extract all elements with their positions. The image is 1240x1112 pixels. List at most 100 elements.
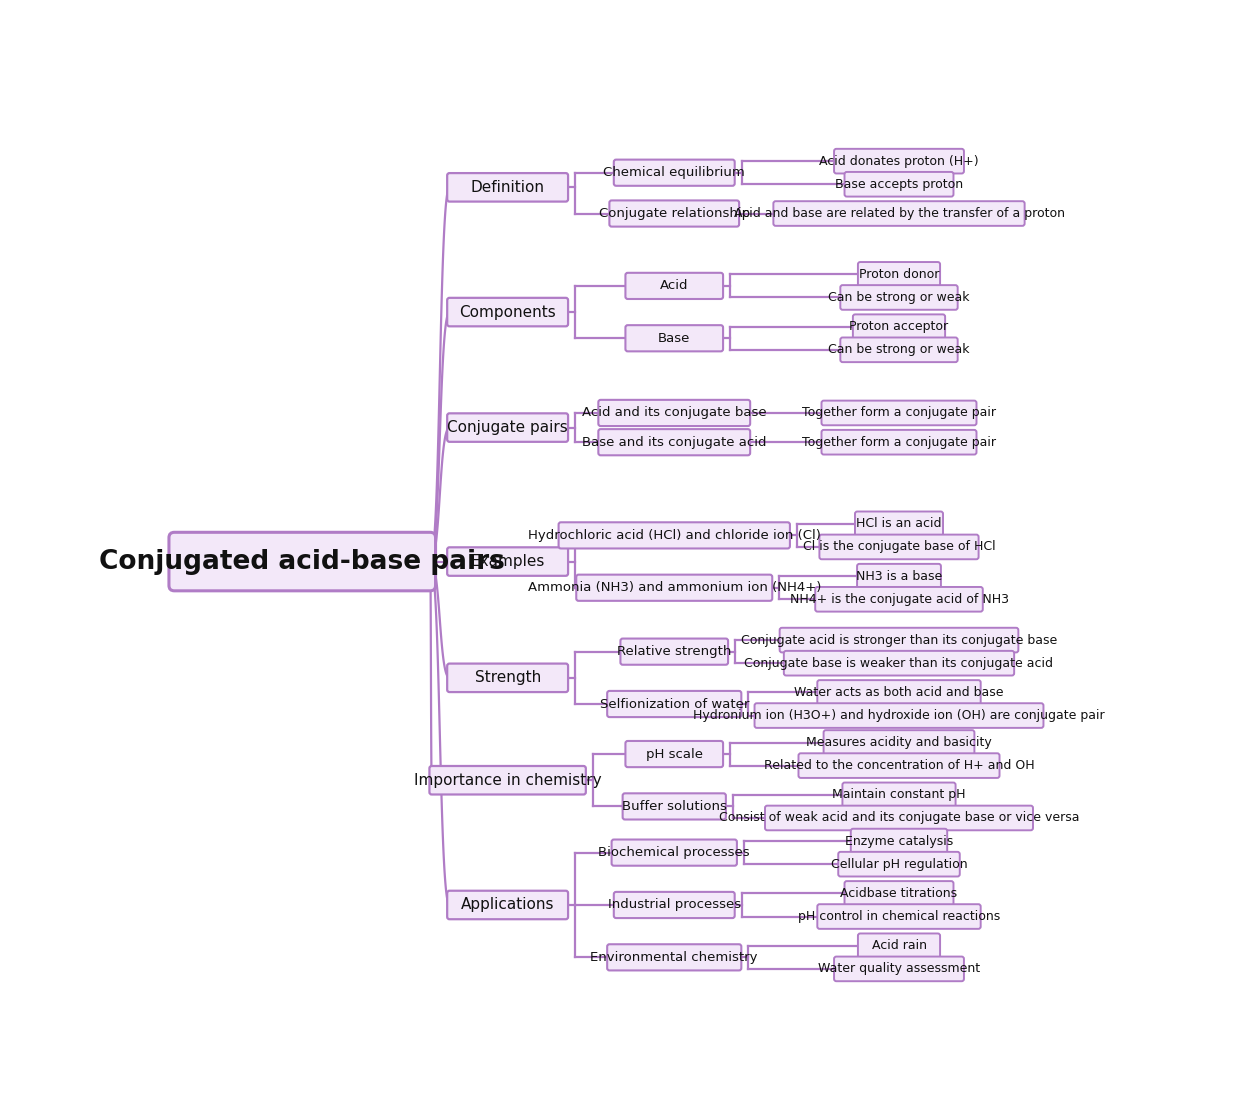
- Text: Strength: Strength: [475, 671, 541, 685]
- Text: Components: Components: [459, 305, 556, 319]
- Text: Proton acceptor: Proton acceptor: [849, 320, 949, 334]
- FancyBboxPatch shape: [851, 828, 947, 853]
- Text: Related to the concentration of H+ and OH: Related to the concentration of H+ and O…: [764, 759, 1034, 772]
- FancyBboxPatch shape: [625, 741, 723, 767]
- FancyBboxPatch shape: [608, 944, 742, 971]
- Text: Definition: Definition: [471, 180, 544, 195]
- FancyBboxPatch shape: [765, 806, 1033, 831]
- FancyBboxPatch shape: [835, 149, 963, 173]
- FancyBboxPatch shape: [841, 285, 957, 310]
- FancyBboxPatch shape: [448, 414, 568, 441]
- FancyBboxPatch shape: [448, 547, 568, 576]
- FancyBboxPatch shape: [841, 337, 957, 363]
- FancyBboxPatch shape: [599, 429, 750, 455]
- Text: Base and its conjugate acid: Base and its conjugate acid: [582, 436, 766, 449]
- Text: Conjugate relationship: Conjugate relationship: [599, 207, 750, 220]
- FancyBboxPatch shape: [169, 533, 435, 590]
- FancyBboxPatch shape: [620, 638, 728, 665]
- Text: Conjugate acid is stronger than its conjugate base: Conjugate acid is stronger than its conj…: [740, 634, 1058, 646]
- FancyBboxPatch shape: [815, 587, 983, 612]
- FancyBboxPatch shape: [856, 512, 942, 536]
- FancyBboxPatch shape: [448, 173, 568, 201]
- Text: Enzyme catalysis: Enzyme catalysis: [844, 835, 954, 847]
- FancyBboxPatch shape: [820, 535, 978, 559]
- Text: pH control in chemical reactions: pH control in chemical reactions: [797, 910, 1001, 923]
- Text: Hydrochloric acid (HCl) and chloride ion (Cl): Hydrochloric acid (HCl) and chloride ion…: [528, 529, 821, 542]
- Text: Proton donor: Proton donor: [859, 268, 939, 281]
- FancyBboxPatch shape: [429, 766, 585, 794]
- Text: Biochemical processes: Biochemical processes: [599, 846, 750, 860]
- Text: Water acts as both acid and base: Water acts as both acid and base: [795, 686, 1003, 699]
- Text: Cl is the conjugate base of HCl: Cl is the conjugate base of HCl: [802, 540, 996, 554]
- Text: Acid donates proton (H+): Acid donates proton (H+): [820, 155, 978, 168]
- Text: Consist of weak acid and its conjugate base or vice versa: Consist of weak acid and its conjugate b…: [719, 812, 1079, 824]
- Text: Selfionization of water: Selfionization of water: [600, 697, 749, 711]
- FancyBboxPatch shape: [780, 628, 1018, 653]
- Text: Acidbase titrations: Acidbase titrations: [841, 887, 957, 900]
- Text: Can be strong or weak: Can be strong or weak: [828, 291, 970, 304]
- FancyBboxPatch shape: [609, 200, 739, 227]
- Text: Environmental chemistry: Environmental chemistry: [590, 951, 758, 964]
- FancyBboxPatch shape: [817, 904, 981, 929]
- FancyBboxPatch shape: [625, 325, 723, 351]
- Text: Base accepts proton: Base accepts proton: [835, 178, 963, 191]
- FancyBboxPatch shape: [448, 891, 568, 920]
- Text: Acid and its conjugate base: Acid and its conjugate base: [582, 407, 766, 419]
- Text: Buffer solutions: Buffer solutions: [621, 800, 727, 813]
- FancyBboxPatch shape: [838, 852, 960, 876]
- Text: Industrial processes: Industrial processes: [608, 898, 740, 912]
- Text: Applications: Applications: [461, 897, 554, 913]
- FancyBboxPatch shape: [858, 933, 940, 959]
- Text: Acid: Acid: [660, 279, 688, 292]
- FancyBboxPatch shape: [784, 651, 1014, 675]
- FancyBboxPatch shape: [614, 160, 734, 186]
- Text: Acid rain: Acid rain: [872, 940, 926, 952]
- FancyBboxPatch shape: [577, 575, 773, 600]
- FancyBboxPatch shape: [622, 793, 725, 820]
- FancyBboxPatch shape: [821, 430, 977, 455]
- FancyBboxPatch shape: [448, 298, 568, 326]
- FancyBboxPatch shape: [754, 703, 1044, 728]
- FancyBboxPatch shape: [821, 400, 977, 425]
- Text: Water quality assessment: Water quality assessment: [818, 962, 980, 975]
- FancyBboxPatch shape: [823, 731, 975, 755]
- Text: Together form a conjugate pair: Together form a conjugate pair: [802, 436, 996, 449]
- FancyBboxPatch shape: [857, 564, 941, 588]
- FancyBboxPatch shape: [844, 172, 954, 197]
- Text: Together form a conjugate pair: Together form a conjugate pair: [802, 407, 996, 419]
- Text: Cellular pH regulation: Cellular pH regulation: [831, 857, 967, 871]
- Text: Hydronium ion (H3O+) and hydroxide ion (OH) are conjugate pair: Hydronium ion (H3O+) and hydroxide ion (…: [693, 709, 1105, 722]
- FancyBboxPatch shape: [858, 262, 940, 287]
- Text: Base: Base: [658, 331, 691, 345]
- Text: Ammonia (NH3) and ammonium ion (NH4+): Ammonia (NH3) and ammonium ion (NH4+): [527, 582, 821, 594]
- FancyBboxPatch shape: [599, 400, 750, 426]
- Text: Measures acidity and basicity: Measures acidity and basicity: [806, 736, 992, 749]
- Text: NH4+ is the conjugate acid of NH3: NH4+ is the conjugate acid of NH3: [790, 593, 1008, 606]
- FancyBboxPatch shape: [625, 272, 723, 299]
- FancyBboxPatch shape: [448, 664, 568, 692]
- Text: Examples: Examples: [470, 554, 544, 569]
- Text: Conjugate base is weaker than its conjugate acid: Conjugate base is weaker than its conjug…: [744, 657, 1054, 669]
- FancyBboxPatch shape: [611, 840, 737, 866]
- Text: Conjugated acid-base pairs: Conjugated acid-base pairs: [99, 548, 505, 575]
- FancyBboxPatch shape: [799, 753, 999, 778]
- FancyBboxPatch shape: [774, 201, 1024, 226]
- Text: Chemical equilibrium: Chemical equilibrium: [604, 166, 745, 179]
- Text: Can be strong or weak: Can be strong or weak: [828, 344, 970, 356]
- FancyBboxPatch shape: [842, 783, 956, 807]
- Text: Relative strength: Relative strength: [618, 645, 732, 658]
- Text: Acid and base are related by the transfer of a proton: Acid and base are related by the transfe…: [734, 207, 1064, 220]
- FancyBboxPatch shape: [817, 681, 981, 705]
- FancyBboxPatch shape: [853, 315, 945, 339]
- Text: Conjugate pairs: Conjugate pairs: [448, 420, 568, 435]
- FancyBboxPatch shape: [614, 892, 734, 919]
- FancyBboxPatch shape: [835, 956, 963, 981]
- Text: HCl is an acid: HCl is an acid: [857, 517, 941, 530]
- FancyBboxPatch shape: [558, 523, 790, 548]
- Text: Importance in chemistry: Importance in chemistry: [414, 773, 601, 787]
- FancyBboxPatch shape: [844, 881, 954, 906]
- FancyBboxPatch shape: [608, 691, 742, 717]
- Text: NH3 is a base: NH3 is a base: [856, 569, 942, 583]
- Text: pH scale: pH scale: [646, 747, 703, 761]
- Text: Maintain constant pH: Maintain constant pH: [832, 788, 966, 802]
